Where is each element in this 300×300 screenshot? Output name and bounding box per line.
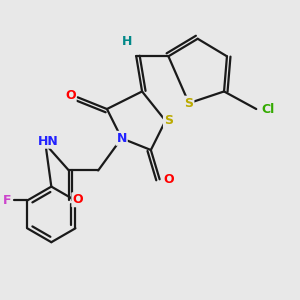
Text: N: N xyxy=(116,132,127,145)
Text: H: H xyxy=(122,35,133,48)
Text: Cl: Cl xyxy=(261,103,274,116)
Text: HN: HN xyxy=(38,135,59,148)
Text: F: F xyxy=(2,194,11,207)
Text: S: S xyxy=(184,97,194,110)
Text: O: O xyxy=(163,173,174,186)
Text: O: O xyxy=(72,193,83,206)
Text: O: O xyxy=(65,89,76,102)
Text: S: S xyxy=(164,114,173,127)
